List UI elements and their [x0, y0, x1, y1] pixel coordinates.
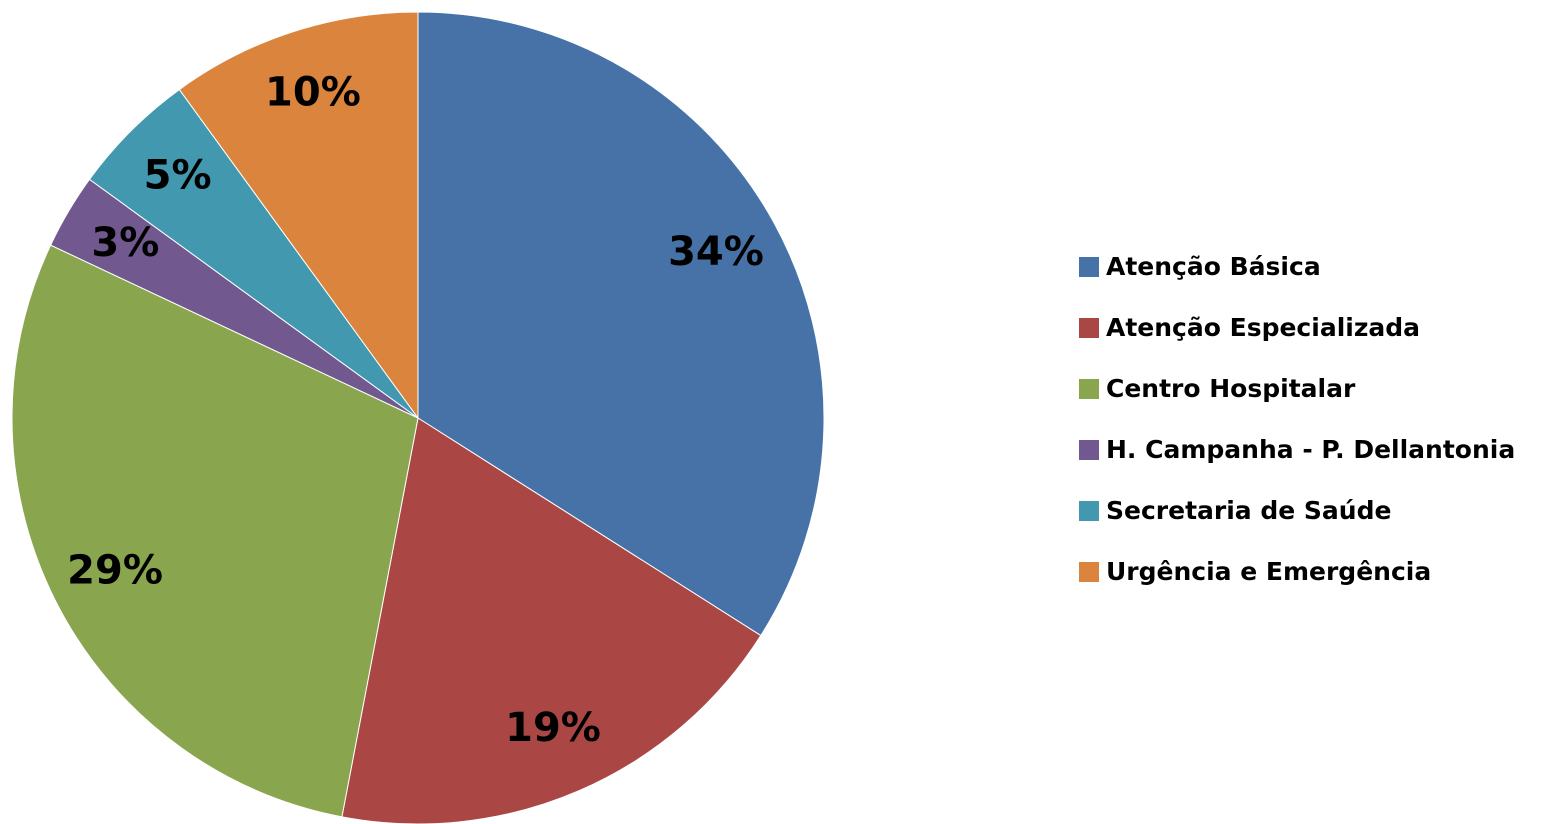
- legend-swatch: [1079, 501, 1099, 521]
- legend-swatch: [1079, 440, 1099, 460]
- legend-label: Secretaria de Saúde: [1106, 496, 1391, 525]
- pie-slice: [178, 11, 419, 420]
- pie-slice: [417, 11, 825, 637]
- legend-swatch: [1079, 318, 1099, 338]
- data-label: 10%: [265, 70, 361, 116]
- data-label: 34%: [668, 229, 764, 275]
- legend-swatch: [1079, 257, 1099, 277]
- pie-slice: [11, 244, 419, 818]
- data-label: 19%: [505, 705, 601, 751]
- data-label: 29%: [67, 547, 163, 593]
- legend-label: H. Campanha - P. Dellantonia: [1106, 435, 1515, 464]
- legend-label: Centro Hospitalar: [1106, 374, 1356, 403]
- legend-swatch: [1079, 379, 1099, 399]
- legend-swatch: [1079, 562, 1099, 582]
- legend-label: Urgência e Emergência: [1106, 557, 1431, 586]
- data-label: 3%: [91, 220, 159, 266]
- legend-label: Atenção Especializada: [1106, 313, 1420, 342]
- data-label: 5%: [144, 153, 212, 199]
- legend-label: Atenção Básica: [1106, 252, 1321, 281]
